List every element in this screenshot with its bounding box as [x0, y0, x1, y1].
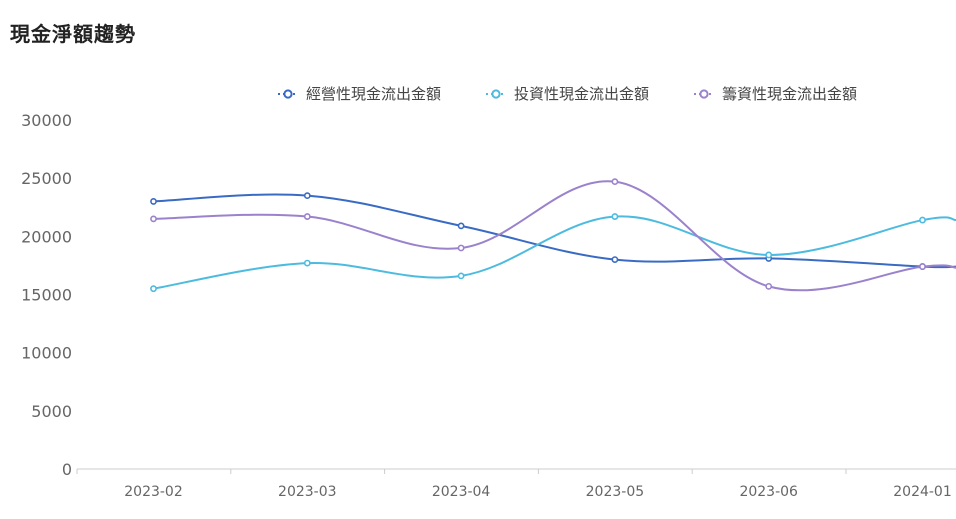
legend: 經營性現金流出金額 投資性現金流出金額 籌資性現金流出金額 [278, 85, 857, 103]
y-tick-label: 30000 [21, 111, 72, 130]
legend-marker-icon [491, 89, 501, 99]
legend-label: 投資性現金流出金額 [514, 85, 649, 103]
x-axis: 2023-02 2023-03 2023-04 2023-05 2023-06 2024-… [76, 468, 956, 500]
series-lines [153, 180, 956, 292]
data-point [303, 192, 311, 200]
data-point [150, 198, 157, 205]
y-tick-label: 0 [62, 460, 72, 479]
y-tick-label: 5000 [31, 402, 72, 421]
y-tick-label: 10000 [21, 344, 72, 363]
y-tick-label: 25000 [21, 169, 72, 188]
x-tick-label: 2023-02 [124, 484, 183, 500]
data-point [150, 215, 157, 223]
data-point [303, 259, 311, 267]
legend-label: 經營性現金流出金額 [306, 85, 441, 103]
data-point [457, 244, 465, 252]
series-line [153, 215, 956, 290]
legend-label: 籌資性現金流出金額 [722, 85, 857, 103]
y-tick-label: 20000 [21, 227, 72, 246]
data-point [765, 251, 773, 259]
x-tick-label: 2023-03 [278, 484, 337, 500]
data-point [919, 216, 926, 224]
x-tick-label: 2024-01 [893, 484, 952, 500]
data-point [303, 213, 311, 220]
x-tick-label: 2023-06 [739, 484, 798, 500]
y-tick-label: 15000 [21, 286, 72, 305]
data-point [457, 222, 465, 230]
legend-marker-icon [699, 89, 709, 99]
data-point [765, 282, 773, 290]
legend-marker-icon [283, 89, 293, 99]
x-tick-label: 2023-04 [432, 484, 491, 500]
data-point [611, 178, 619, 186]
data-point [150, 285, 157, 293]
series-points [150, 178, 926, 293]
data-point [611, 256, 619, 263]
data-point [611, 213, 619, 220]
series-line [153, 193, 956, 269]
data-point [457, 272, 465, 280]
data-point [919, 263, 926, 270]
x-tick-label: 2023-05 [586, 484, 645, 500]
y-axis: 0 5000 10000 15000 20000 25000 30000 [21, 111, 72, 479]
chart-title: 現金淨額趨勢 [10, 22, 136, 46]
